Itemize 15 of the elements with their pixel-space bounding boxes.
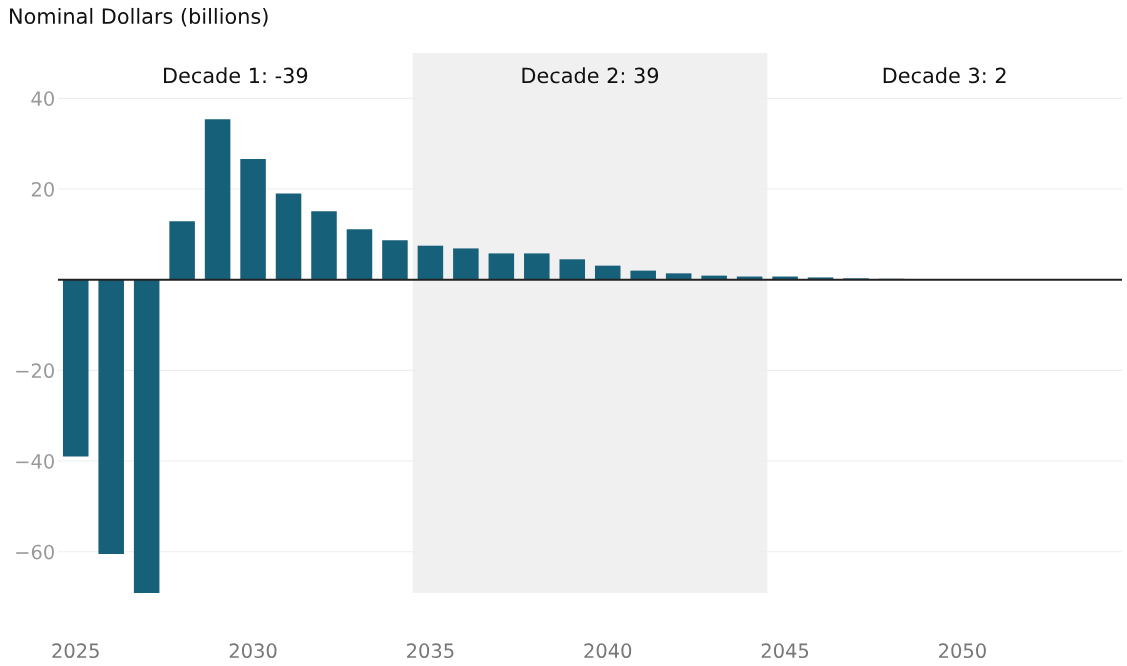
x-tick-label: 2025 xyxy=(52,643,99,659)
annotation: Decade 2: 39 xyxy=(522,67,659,84)
y-tick-label: −60 xyxy=(16,544,54,560)
x-tick-label: 2040 xyxy=(584,643,632,659)
x-tick-label: 2030 xyxy=(229,643,277,659)
annotation: Decade 1: -39 xyxy=(164,67,308,84)
y-tick-label: −40 xyxy=(16,454,54,469)
y-tick-label: 40 xyxy=(31,91,54,106)
y-axis-title: Nominal Dollars (billions) xyxy=(10,7,268,27)
y-tick-label: 20 xyxy=(31,181,54,197)
x-tick-label: 2045 xyxy=(761,643,809,659)
y-tick-label: −20 xyxy=(16,363,54,379)
annotation: Decade 3: 2 xyxy=(883,67,1006,84)
x-tick-label: 2050 xyxy=(939,643,986,659)
x-tick-label: 2035 xyxy=(407,643,454,659)
